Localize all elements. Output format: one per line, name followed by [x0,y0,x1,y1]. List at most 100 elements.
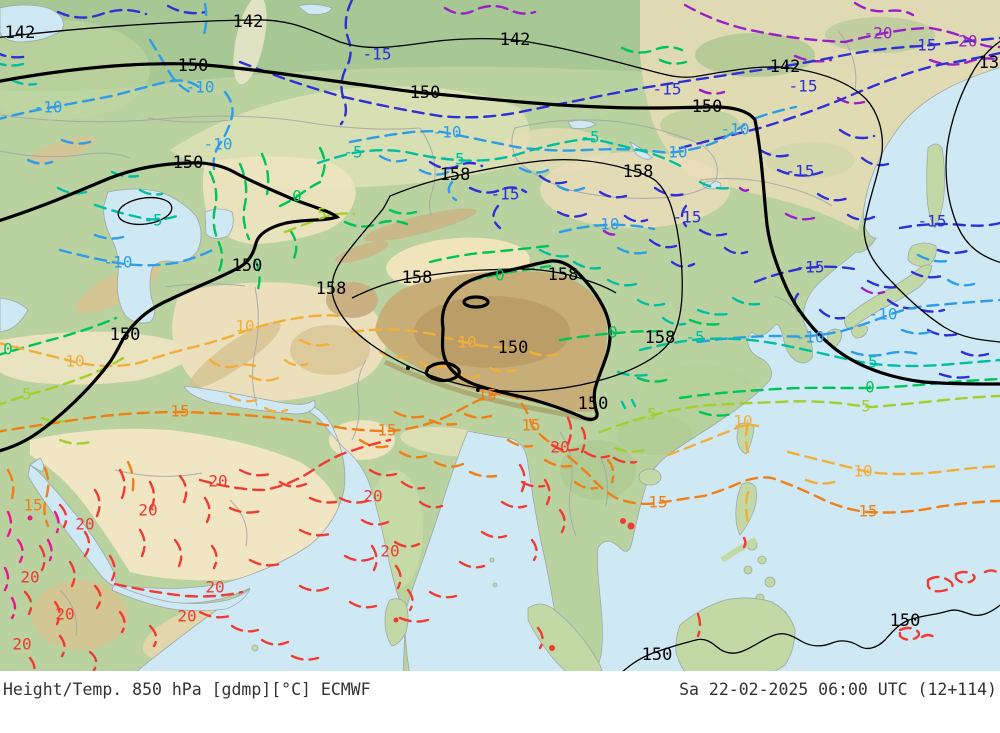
contour-label: 142 [233,12,264,32]
contour-label: 15 [648,493,667,512]
temp-10-contours [0,314,1000,524]
temp-minus10-contours [0,2,1000,357]
contour-label: 5 [317,205,327,224]
contour-label: -15 [918,212,947,231]
contour-label: 5 [647,405,657,424]
temp-20-contours [23,416,1000,671]
contour-label: 150 [178,56,209,76]
valid-time: Sa 22-02-2025 06:00 UTC (12+114) [679,680,997,699]
contour-label: -15 [796,258,825,277]
contour-label: -15 [908,36,937,55]
contour-label: 158 [402,268,433,288]
contour-label: 0 [865,378,875,397]
temp-minus5-contours [0,62,1000,410]
contour-label: 20 [208,472,227,491]
contour-label: 10 [65,352,84,371]
contour-label: 20 [177,607,196,626]
weather-map: 1421421421421341501501501501501501501501… [0,0,1000,671]
contour-label: -15 [363,45,392,64]
contour-label: -10 [796,328,825,347]
contour-label: -10 [433,123,462,142]
contour-label: 20 [20,568,39,587]
contour-label: 15 [377,421,396,440]
contour-label: 158 [623,162,654,182]
aral-sea [204,208,234,239]
contour-label: 150 [173,153,204,173]
contour-label: 20 [75,515,94,534]
contour-label: 0 [3,340,13,359]
sumatra [527,603,603,671]
contour-label: 150 [578,394,609,414]
contour-label: -15 [491,185,520,204]
contour-label: 158 [316,279,347,299]
pacific-south-china-sea [597,67,1000,671]
contour-150-west [0,161,341,453]
red-sea [27,457,117,587]
temp-minus15-contours [0,0,1000,379]
borneo [675,597,796,671]
border-layer [0,29,857,637]
height-contours [0,19,1000,671]
contour-label: 5 [861,397,871,416]
contour-label: -10 [104,253,133,272]
contour-label: 5 [22,385,32,404]
contour-label: 158 [440,165,471,185]
contour-label: -5 [343,143,362,162]
contour-label: -10 [34,98,63,117]
contour-label: -5 [858,353,877,372]
contour-label: 20 [138,501,157,520]
contour-150-north [0,62,1000,386]
contour-label: 10 [853,462,872,481]
contour-label: 10 [235,317,254,336]
contour-label: 20 [363,487,382,506]
socotra [251,644,259,652]
contour-label: 150 [232,256,263,276]
contour-label: -20 [864,24,893,43]
contour-label: 158 [548,265,579,285]
contour-label: 0 [292,187,302,206]
contour-label: 15 [521,416,540,435]
contour-label: 142 [500,30,531,50]
persian-gulf [183,385,316,415]
temp-25-contours [3,510,60,620]
contour-label: 10 [733,412,752,431]
contour-label: 0 [495,266,505,285]
contour-150-southeast [622,604,1000,671]
contour-label: 15 [170,402,189,421]
contour-134 [945,40,1000,264]
contour-label: -15 [786,162,815,181]
contour-caspian-cell [117,196,173,226]
temp-15-contours [0,392,1000,528]
gulf-of-aden [111,583,251,612]
contour-label: 158 [645,328,676,348]
chart-title: Height/Temp. 850 hPa [gdmp][°C] ECMWF [3,680,371,699]
contour-label: -5 [580,128,599,147]
palawan [720,537,758,563]
contour-label: -10 [659,143,688,162]
temperature-contours [0,0,1000,671]
west-siberia-lake [297,4,333,15]
contour-label: -20 [949,32,978,51]
sakhalin [926,143,946,229]
hainan [638,468,662,486]
contour-label: -15 [789,77,818,96]
contour-label: 150 [498,338,529,358]
contour-label: 10 [457,333,476,352]
mediterranean-edge [0,297,29,333]
lake-balkhash [567,120,597,129]
contour-label: 150 [642,645,673,665]
contour-label: 15 [23,496,42,515]
contour-label: 0 [608,323,618,342]
contour-label: 20 [380,542,399,561]
contour-142 [0,19,1000,343]
contour-label: 20 [205,578,224,597]
contour-labels: 1421421421421341501501501501501501501501… [3,12,1000,665]
caption-bar: Height/Temp. 850 hPa [gdmp][°C] ECMWF Sa… [0,671,1000,733]
contour-label: 150 [890,611,921,631]
contour-158-inner [351,268,617,299]
contour-label: 15 [858,502,877,521]
taiwan [736,422,755,455]
contour-label: -5 [685,328,704,347]
contour-label: 134 [979,53,1000,73]
